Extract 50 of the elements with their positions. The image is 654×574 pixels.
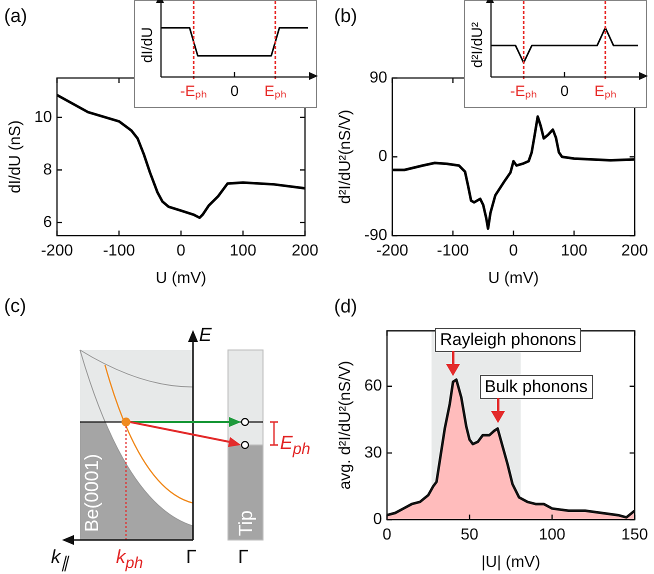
- y-axis-title: d²I/dU²(nS/V): [337, 110, 354, 204]
- x-tick-label: -200: [376, 242, 408, 260]
- x-tick-label: 0: [230, 83, 239, 100]
- y-tick-label: -90: [364, 227, 388, 244]
- x-tick-label: 0: [176, 242, 186, 260]
- annotation: Bulk phonons: [480, 374, 593, 399]
- x-axis-title: U (mV): [488, 270, 539, 287]
- x-tick-label: 100: [560, 242, 588, 260]
- x-tick-label: 100: [538, 526, 566, 544]
- x-tick-label: 0: [509, 242, 518, 260]
- x-tick-label: 0: [560, 83, 569, 100]
- y-tick-label: 30: [364, 444, 382, 462]
- annotation: Rayleigh phonons: [435, 328, 582, 352]
- text: E$_{ph}$: [280, 433, 310, 458]
- x-tick-label: 150: [621, 526, 648, 544]
- y-tick-label: 60: [364, 378, 382, 395]
- chart-title: (d): [334, 296, 358, 318]
- text: k$_{ph}$: [116, 547, 144, 572]
- text: Be(0001): [82, 454, 103, 532]
- y-tick-label: 0: [378, 148, 388, 166]
- x-tick-label: -100: [102, 242, 136, 260]
- x-axis-title: |U| (mV): [481, 554, 540, 571]
- text: (b): [334, 6, 358, 28]
- text: (a): [4, 6, 28, 28]
- y-tick-label: 0: [373, 511, 382, 528]
- x-tick-label: 50: [460, 526, 479, 544]
- text: Tip: [236, 510, 257, 536]
- x-tick-label: -100: [436, 242, 470, 260]
- y-tick-label: 90: [370, 69, 388, 86]
- y-axis-title: dI/dU (nS): [7, 120, 24, 194]
- text: Γ: [186, 547, 196, 568]
- text: Γ: [238, 547, 248, 568]
- y-tick-label: 10: [34, 108, 52, 126]
- x-tick-label: Eₚₕ: [264, 83, 286, 100]
- y-axis-title: avg. d²I/dU²(nS/V): [337, 360, 354, 490]
- x-tick-label: 200: [292, 242, 318, 260]
- y-tick-label: 8: [43, 161, 52, 178]
- x-tick-label: -200: [40, 242, 74, 260]
- text: (c): [4, 296, 26, 318]
- x-tick-label: -Eₚₕ: [510, 83, 538, 100]
- x-tick-label: -Eₚₕ: [180, 83, 208, 100]
- y-axis-title: d²I/dU²: [469, 22, 486, 68]
- text: E: [199, 325, 212, 346]
- y-tick-label: 6: [43, 214, 52, 231]
- x-axis-title: U (mV): [156, 270, 206, 287]
- x-tick-label: 200: [621, 242, 648, 260]
- y-axis-title: dI/dU: [139, 27, 156, 63]
- x-tick-label: Eₚₕ: [594, 83, 616, 100]
- x-tick-label: 100: [230, 242, 256, 260]
- text: k$_{∥}$: [51, 547, 68, 572]
